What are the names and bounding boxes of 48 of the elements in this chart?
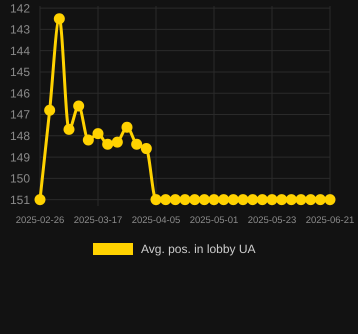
point (305, 194, 316, 206)
point (314, 194, 326, 206)
x-tick-label: 2025-02-26 (16, 215, 64, 226)
point (170, 194, 181, 206)
x-tick-label: 2025-04-05 (132, 215, 180, 226)
legend-label: Avg. pos. in lobby UA (141, 242, 256, 256)
point (102, 138, 114, 150)
y-tick-label: 151 (10, 192, 30, 207)
point (266, 194, 278, 206)
point (218, 194, 230, 206)
x-tick-label: 2025-06-21 (306, 215, 354, 226)
y-tick-label: 148 (10, 128, 30, 143)
point (286, 194, 297, 206)
point (140, 143, 152, 154)
point (54, 13, 65, 24)
y-tick-label: 142 (10, 1, 30, 16)
point (247, 194, 258, 206)
point (276, 194, 288, 206)
y-tick-label: 145 (10, 65, 30, 80)
x-tick-label: 2025-05-01 (190, 215, 238, 226)
y-tick-label: 144 (10, 44, 30, 58)
point (73, 100, 84, 112)
point (64, 124, 74, 135)
point (112, 136, 123, 148)
point (208, 194, 220, 206)
point (180, 194, 190, 206)
point (150, 194, 162, 206)
y-tick-label: 147 (10, 108, 30, 122)
point (238, 194, 248, 206)
y-tick-label: 143 (10, 22, 30, 37)
x-tick-label: 2025-05-23 (248, 215, 296, 226)
point (228, 194, 239, 206)
point (324, 194, 336, 206)
point (160, 194, 172, 206)
point (82, 134, 94, 146)
point (131, 138, 142, 150)
y-tick-label: 149 (10, 150, 30, 164)
point (296, 194, 306, 206)
y-tick-label: 146 (10, 86, 30, 100)
point (122, 122, 132, 133)
point (34, 194, 46, 206)
point (256, 194, 268, 206)
y-tick-label: 150 (10, 172, 30, 186)
point (92, 128, 104, 140)
x-tick-label: 2025-03-17 (74, 215, 122, 226)
point (198, 194, 210, 206)
point (44, 104, 56, 116)
point (189, 194, 200, 206)
